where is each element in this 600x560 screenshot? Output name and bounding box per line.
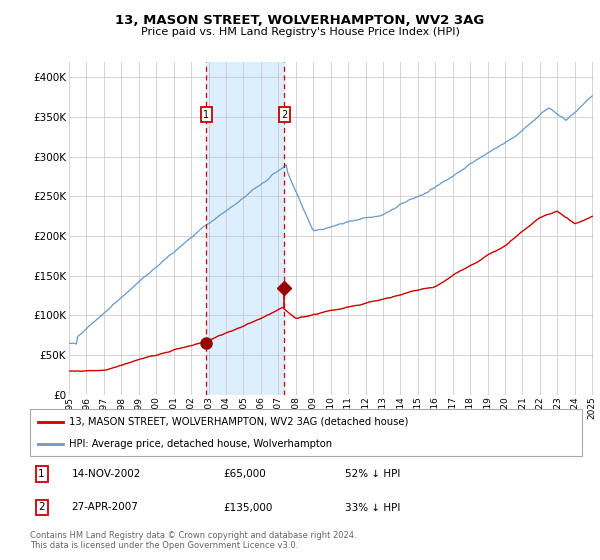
Text: 27-APR-2007: 27-APR-2007: [71, 502, 138, 512]
Text: 2: 2: [281, 110, 287, 120]
Text: 52% ↓ HPI: 52% ↓ HPI: [344, 469, 400, 479]
Bar: [206, 62, 284, 395]
Text: Price paid vs. HM Land Registry's House Price Index (HPI): Price paid vs. HM Land Registry's House …: [140, 27, 460, 37]
Text: 1: 1: [38, 469, 45, 479]
Text: 13, MASON STREET, WOLVERHAMPTON, WV2 3AG (detached house): 13, MASON STREET, WOLVERHAMPTON, WV2 3AG…: [68, 417, 408, 427]
Text: 14-NOV-2002: 14-NOV-2002: [71, 469, 141, 479]
Text: 1: 1: [203, 110, 209, 120]
Text: £135,000: £135,000: [223, 502, 272, 512]
Text: HPI: Average price, detached house, Wolverhampton: HPI: Average price, detached house, Wolv…: [68, 438, 332, 449]
Text: 2: 2: [38, 502, 45, 512]
FancyBboxPatch shape: [30, 409, 582, 456]
Text: Contains HM Land Registry data © Crown copyright and database right 2024.
This d: Contains HM Land Registry data © Crown c…: [30, 531, 356, 550]
Text: 33% ↓ HPI: 33% ↓ HPI: [344, 502, 400, 512]
Text: 13, MASON STREET, WOLVERHAMPTON, WV2 3AG: 13, MASON STREET, WOLVERHAMPTON, WV2 3AG: [115, 14, 485, 27]
Text: £65,000: £65,000: [223, 469, 266, 479]
